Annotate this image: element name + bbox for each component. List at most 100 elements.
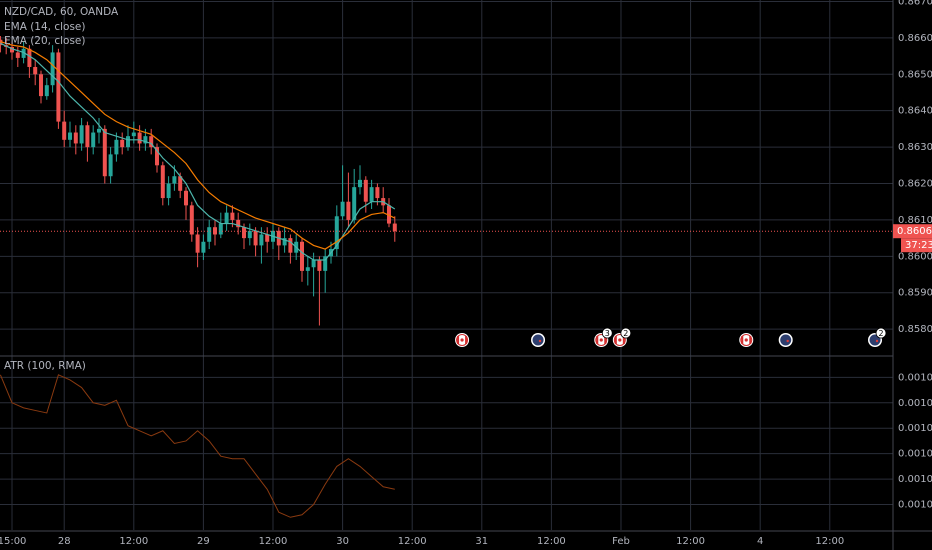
candle-body xyxy=(85,125,90,148)
time-tick-label: 12:00 xyxy=(259,536,288,547)
candle-body xyxy=(62,121,67,140)
candle-body xyxy=(56,52,61,122)
candle-body xyxy=(334,216,339,250)
candle-body xyxy=(27,48,32,67)
candle-body xyxy=(299,241,304,271)
candle-body xyxy=(137,132,142,144)
candle-body xyxy=(236,219,241,228)
candle-body xyxy=(212,227,217,235)
ema-legend: EMA (20, close) xyxy=(4,35,86,47)
candle-body xyxy=(282,238,287,246)
indicator-line xyxy=(0,42,396,261)
candle-body xyxy=(241,227,246,239)
event-icon[interactable]: 2 xyxy=(868,327,887,347)
flag-ca-left xyxy=(596,336,599,344)
candle-body xyxy=(288,238,293,253)
candle-body xyxy=(143,136,148,144)
flag-nz xyxy=(532,334,544,346)
event-badge-count: 3 xyxy=(605,329,610,338)
candle-body xyxy=(126,136,131,148)
event-badge-count: 2 xyxy=(878,329,883,338)
candle-body xyxy=(160,165,165,199)
candle-body xyxy=(386,205,391,224)
candle-body xyxy=(79,125,84,144)
candle-body xyxy=(97,128,102,133)
candle-body xyxy=(149,136,154,148)
flag-nz-star xyxy=(875,339,879,343)
time-tick-label: 12:00 xyxy=(676,536,705,547)
candle-body xyxy=(346,201,351,220)
countdown-tag xyxy=(901,238,932,253)
flag-nz-star xyxy=(786,339,789,343)
candle-body xyxy=(114,139,119,155)
candle-body xyxy=(0,39,3,46)
event-icon[interactable] xyxy=(739,333,754,347)
candle-body xyxy=(323,256,328,271)
candle-body xyxy=(21,48,26,58)
candle-body xyxy=(265,234,270,242)
event-icon[interactable]: 2 xyxy=(612,327,632,347)
time-tick-label: 4 xyxy=(757,536,763,547)
candle-body xyxy=(195,234,200,253)
candle-body xyxy=(230,212,235,220)
candle-body xyxy=(131,132,136,137)
candle-body xyxy=(172,176,177,184)
flag-ca-right xyxy=(749,336,752,344)
candle-body xyxy=(311,259,316,268)
event-badge xyxy=(875,327,887,339)
candle-body xyxy=(218,223,223,235)
symbol-title: NZD/CAD, 60, OANDA xyxy=(4,6,119,18)
flag-ca-leaf xyxy=(460,338,464,342)
event-icon[interactable]: 3 xyxy=(594,327,613,347)
event-badge-count: 2 xyxy=(623,329,628,338)
candle-body xyxy=(73,132,78,144)
candle-body xyxy=(120,139,125,148)
candle-body xyxy=(155,147,160,166)
event-icon[interactable] xyxy=(531,333,546,347)
flag-ca-leaf xyxy=(618,338,622,342)
flag-ca-left xyxy=(457,336,460,344)
flag-ca-leaf xyxy=(599,338,603,342)
candle-body xyxy=(363,179,368,202)
ema-legend: EMA (14, close) xyxy=(4,21,86,33)
candle-body xyxy=(259,234,264,246)
time-tick-label: 12:00 xyxy=(398,536,427,547)
flag-ca-right xyxy=(465,336,468,344)
candle-body xyxy=(184,190,189,206)
candle-body xyxy=(317,259,322,271)
flag-ca-right xyxy=(604,336,607,344)
candle-body xyxy=(108,154,113,177)
candle-body xyxy=(33,66,38,75)
event-icon[interactable] xyxy=(778,333,793,347)
atr-legend: ATR (100, RMA) xyxy=(4,360,86,372)
price-tick-label: 0.00104 xyxy=(898,398,932,409)
flag-ca-left xyxy=(614,336,617,344)
time-tick-label: 15:00 xyxy=(0,536,26,547)
candle-body xyxy=(224,212,229,224)
last-price-tag xyxy=(893,224,932,239)
candle-body xyxy=(369,187,374,202)
candle-body xyxy=(39,74,44,97)
candle-body xyxy=(247,230,252,239)
flag-ca-right xyxy=(622,336,625,344)
candle-body xyxy=(207,227,212,242)
candle-body xyxy=(102,128,107,177)
time-tick-label: 12:00 xyxy=(537,536,566,547)
event-icon[interactable] xyxy=(455,333,470,347)
time-tick-label: 28 xyxy=(58,536,71,547)
time-tick-label: 29 xyxy=(197,536,210,547)
indicator-line xyxy=(0,374,395,518)
event-badge xyxy=(601,327,613,339)
